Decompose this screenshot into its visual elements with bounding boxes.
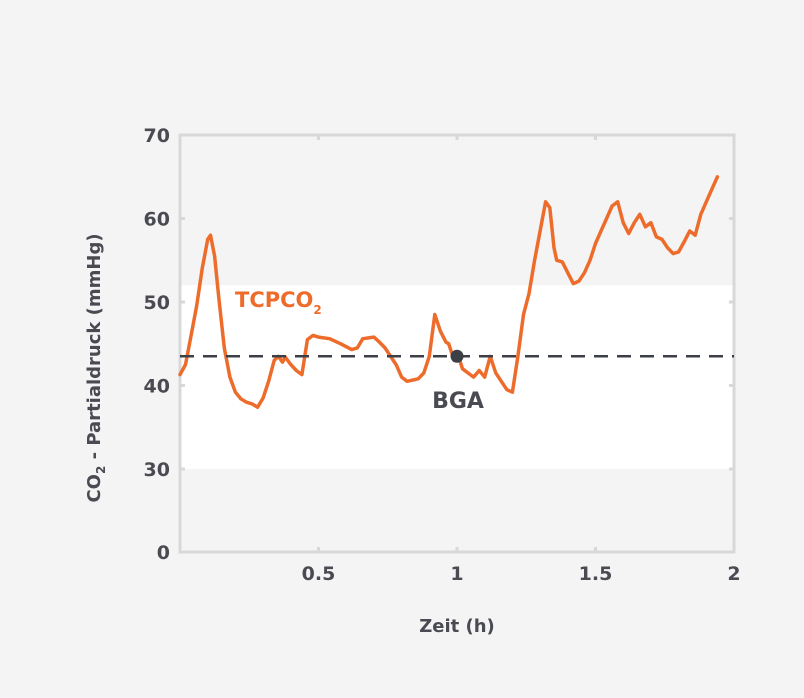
x-tick-label: 1.5 (579, 563, 613, 585)
reference-layer (180, 349, 734, 363)
series-label: TCPCO2 (235, 288, 322, 317)
y-tick-labels: 0 30 40 50 60 70 (144, 125, 170, 564)
normal-range-band (180, 285, 734, 469)
x-tick-labels: 0.5 1 1.5 2 (302, 563, 741, 585)
y-tick-label: 50 (144, 292, 170, 314)
x-tick-label: 0.5 (302, 563, 336, 585)
axes (178, 133, 736, 554)
y-axis-title-suffix: - Partialdruck (mmHg) (84, 233, 105, 465)
y-tick-label: 60 (144, 209, 170, 231)
reference-point-dot (450, 349, 464, 363)
series-label-subscript: 2 (313, 303, 321, 317)
x-axis-title: Zeit (h) (419, 616, 495, 637)
y-axis-title-subscript: 2 (94, 466, 108, 474)
series-label-prefix: TCPCO (235, 288, 313, 312)
reference-point-label: BGA (432, 389, 484, 414)
y-tick-label: 30 (144, 459, 170, 481)
y-axis-title-prefix: CO (84, 474, 105, 503)
x-tick-label: 1 (450, 563, 463, 585)
y-tick-label: 70 (144, 125, 170, 147)
x-tick-label: 2 (727, 563, 740, 585)
y-tick-label: 40 (144, 376, 170, 398)
normal-band-rect (180, 285, 734, 469)
y-axis-title: CO2 - Partialdruck (mmHg) (84, 233, 108, 502)
y-tick-label: 0 (157, 542, 170, 564)
